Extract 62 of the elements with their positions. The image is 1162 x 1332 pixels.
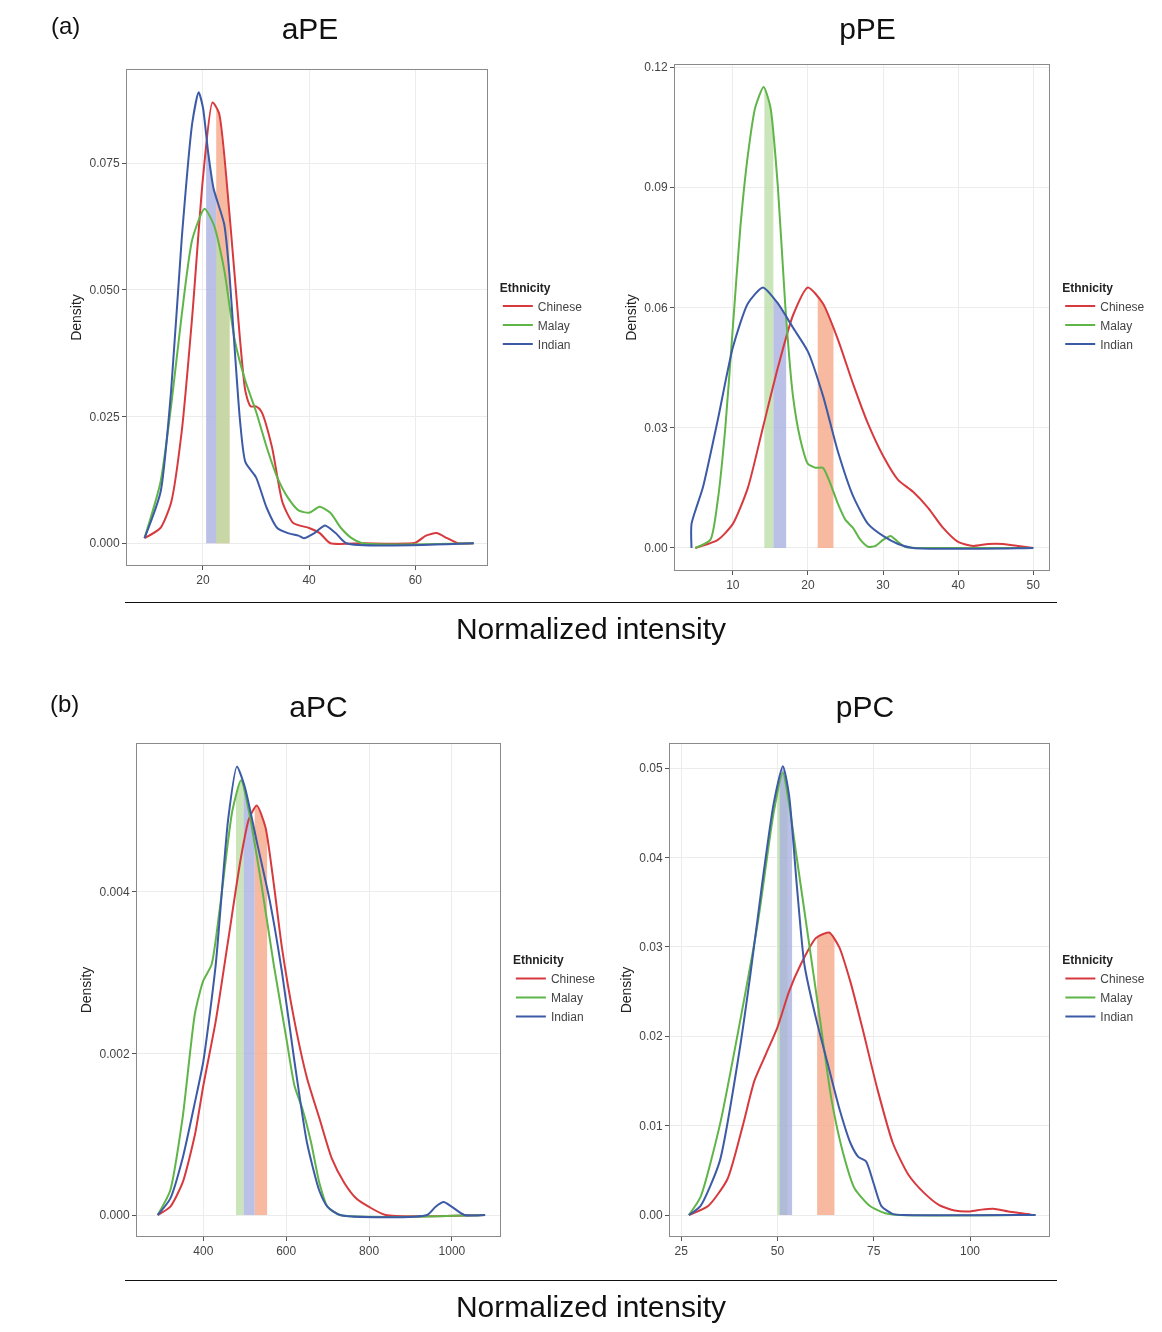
y-tick-label: 0.09	[644, 180, 668, 195]
y-tick-label: 0.06	[644, 300, 668, 315]
y-tick-label: 0.03	[644, 420, 668, 435]
legend-label: Malay	[537, 318, 570, 333]
legend-label: Indian	[1100, 337, 1133, 352]
x-tick-label: 40	[302, 573, 317, 588]
legend-label: Indian	[1100, 1010, 1134, 1025]
x-tick-label: 600	[276, 1244, 297, 1259]
y-tick-label: 0.05	[639, 761, 663, 776]
y-axis-title: Density	[622, 294, 639, 341]
y-tick-label: 0.000	[89, 536, 120, 551]
y-tick-label: 0.050	[89, 283, 120, 298]
y-tick-label: 0.02	[639, 1029, 663, 1044]
legend-title: Ethnicity	[1062, 953, 1114, 968]
x-tick-label: 25	[674, 1244, 689, 1259]
y-tick-label: 0.01	[639, 1118, 663, 1133]
x-tick-label: 75	[867, 1244, 881, 1259]
y-tick-label: 0.12	[644, 60, 668, 75]
y-tick-label: 0.00	[644, 541, 668, 556]
legend-label: Chinese	[550, 972, 596, 987]
x-tick-label: 800	[359, 1244, 380, 1259]
y-axis-title: Density	[68, 294, 85, 341]
legend-label: Indian	[550, 1010, 584, 1025]
chart-title: pPE	[839, 12, 896, 45]
y-tick-label: 0.00	[639, 1208, 663, 1223]
legend-label: Indian	[537, 337, 571, 352]
y-tick-label: 0.03	[639, 940, 663, 955]
x-tick-label: 50	[770, 1244, 785, 1259]
x-tick-label: 10	[726, 578, 740, 593]
y-tick-label: 0.025	[89, 409, 120, 424]
x-tick-label: 400	[193, 1244, 214, 1259]
chart-title: aPC	[289, 690, 348, 723]
legend-title: Ethnicity	[1062, 280, 1114, 295]
y-tick-label: 0.075	[89, 156, 120, 171]
text: (b)	[50, 690, 80, 717]
x-tick-label: 40	[951, 578, 966, 593]
legend-title: Ethnicity	[512, 953, 564, 968]
legend-label: Chinese	[1100, 972, 1145, 987]
x-tick-label: 1000	[438, 1244, 466, 1259]
legend-label: Malay	[1100, 318, 1133, 333]
x-tick-label: 30	[876, 578, 891, 593]
legend-label: Malay	[1100, 991, 1133, 1006]
y-tick-label: 0.000	[99, 1208, 130, 1223]
text: (a)	[51, 12, 81, 39]
x-tick-label: 50	[1026, 578, 1041, 593]
x-tick-label: 100	[960, 1244, 981, 1259]
chart-title: pPC	[835, 690, 895, 723]
y-tick-label: 0.04	[639, 850, 663, 865]
legend-label: Chinese	[537, 299, 583, 314]
x-axis-title: Normalized intensity	[454, 1290, 728, 1324]
x-axis-title: Normalized intensity	[454, 612, 728, 646]
y-axis-title: Density	[617, 966, 634, 1014]
chart-title: aPE	[281, 12, 339, 45]
legend-title: Ethnicity	[499, 280, 551, 295]
x-tick-label: 20	[801, 578, 815, 593]
x-tick-label: 60	[408, 573, 423, 588]
legend-label: Malay	[550, 991, 583, 1006]
y-tick-label: 0.004	[99, 885, 130, 900]
x-tick-label: 20	[196, 573, 210, 588]
y-axis-title: Density	[78, 966, 95, 1014]
legend-label: Chinese	[1100, 299, 1145, 314]
y-tick-label: 0.002	[99, 1046, 130, 1061]
